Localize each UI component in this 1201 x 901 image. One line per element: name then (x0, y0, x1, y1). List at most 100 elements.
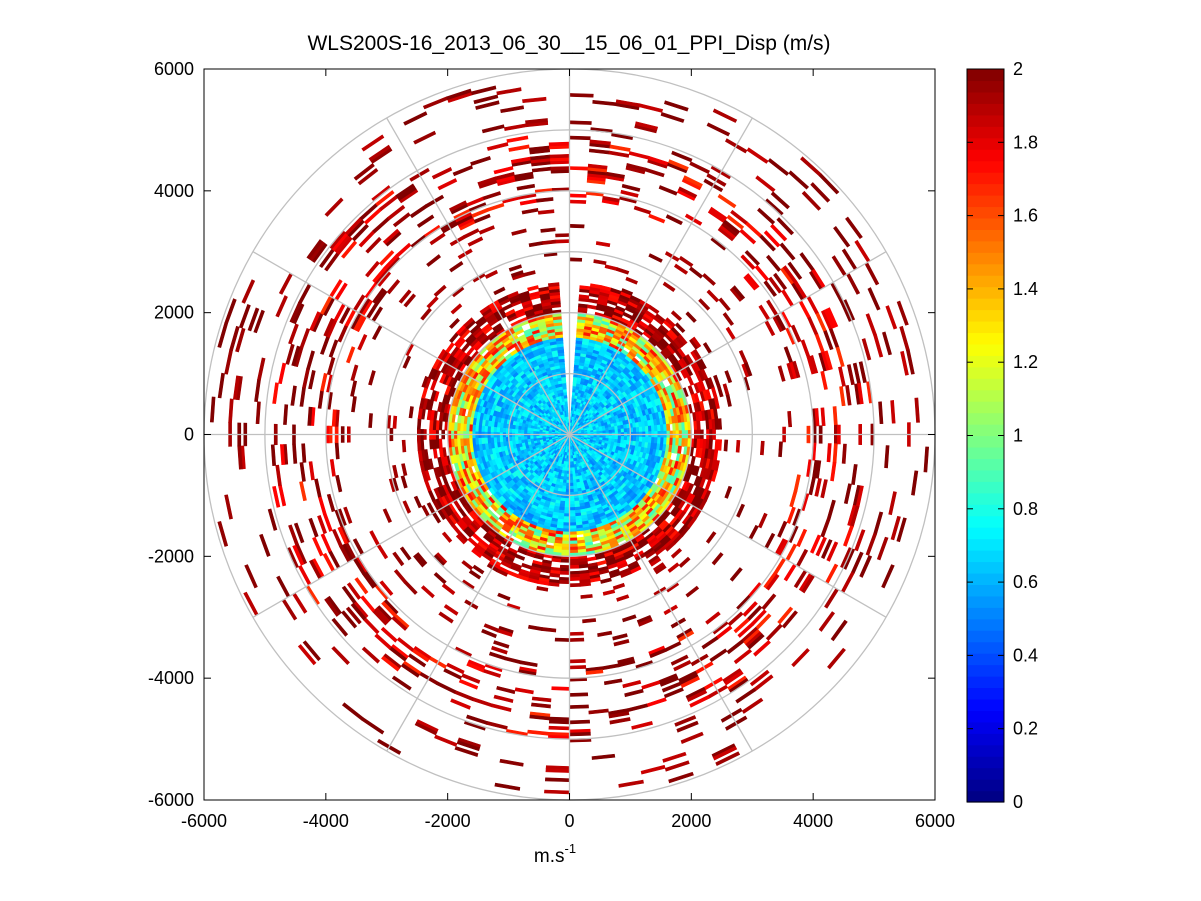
data-cell (614, 429, 619, 434)
data-cell (617, 428, 622, 434)
data-cell (562, 531, 570, 536)
data-cell (708, 439, 713, 450)
data-cell (723, 439, 729, 452)
data-cell (565, 409, 569, 414)
data-cell (717, 439, 723, 451)
data-cell (569, 497, 575, 502)
data-cell (563, 507, 570, 511)
data-cell (569, 513, 576, 518)
data-cell (416, 418, 422, 430)
data-cell (759, 440, 765, 456)
data-cell (569, 531, 577, 536)
data-cell (567, 421, 570, 426)
data-cell (511, 428, 516, 433)
data-cell (605, 430, 610, 434)
data-cell (548, 719, 570, 725)
data-cell (569, 546, 578, 551)
data-cell (569, 500, 575, 505)
data-cell (563, 516, 570, 521)
data-cell (548, 141, 570, 147)
data-cell (569, 510, 576, 515)
data-cell (511, 436, 516, 441)
data-cell (569, 507, 576, 511)
data-cell (529, 435, 534, 439)
data-cell (569, 583, 581, 588)
data-cell (569, 199, 587, 204)
data-cell (623, 428, 628, 433)
data-cell (392, 415, 398, 429)
data-cell (569, 665, 587, 670)
data-cell (569, 719, 591, 725)
data-cell (517, 428, 522, 434)
data-cell (578, 563, 589, 569)
data-cell (562, 519, 570, 524)
data-cell (569, 704, 589, 709)
data-cell (564, 497, 570, 502)
data-cell (617, 435, 622, 441)
data-cell (563, 510, 570, 515)
data-cell (569, 93, 594, 98)
data-cell (416, 439, 422, 451)
data-cell (575, 530, 584, 536)
data-cell (429, 438, 434, 450)
data-cell (569, 135, 591, 141)
data-cells (209, 85, 930, 795)
data-cell (569, 564, 580, 569)
data-cell (569, 576, 581, 582)
data-cell (569, 519, 577, 524)
data-cell (564, 400, 568, 405)
data-cell (560, 558, 570, 563)
data-cell (567, 418, 570, 423)
data-cell (563, 513, 570, 518)
data-cell (569, 658, 586, 664)
data-cell (569, 223, 585, 229)
data-cell (517, 435, 522, 441)
data-cell (566, 415, 569, 420)
region-inner-core (471, 336, 668, 533)
data-cell (569, 257, 583, 262)
data-cell (520, 435, 525, 440)
data-cell (561, 546, 570, 551)
data-cell (566, 412, 569, 417)
data-cell (401, 439, 407, 453)
data-cell (368, 413, 373, 428)
data-cell (562, 525, 570, 530)
data-cell (429, 419, 434, 431)
data-cell (569, 516, 576, 521)
data-cell (559, 570, 570, 575)
data-cell (666, 423, 671, 432)
data-cell (569, 637, 585, 642)
data-cell (569, 731, 591, 737)
data-cell (555, 239, 570, 244)
data-cell (526, 435, 531, 440)
data-cell (578, 303, 589, 309)
data-cell (569, 692, 589, 697)
data-cell (555, 233, 570, 238)
data-cell (735, 439, 741, 453)
chart-title: WLS200S-16_2013_06_30__15_06_01_PPI_Disp… (307, 32, 830, 55)
data-cell (569, 525, 577, 530)
data-cell (549, 153, 570, 159)
data-cell (564, 504, 570, 508)
data-cell (558, 579, 570, 585)
data-cell (564, 403, 568, 408)
data-cell (569, 504, 575, 508)
data-cell (602, 430, 607, 434)
plot-area: -6000 -4000 -2000 0 2000 4000 6000600040002000… (148, 59, 955, 831)
data-cell (565, 406, 569, 411)
data-cell (569, 522, 577, 527)
data-cell (544, 777, 570, 783)
data-cell (608, 429, 613, 434)
data-cell (554, 637, 570, 642)
data-cell (550, 166, 570, 171)
data-cell (548, 725, 570, 731)
data-cell (545, 768, 570, 773)
data-cell (551, 557, 562, 563)
data-cell (532, 435, 537, 439)
data-cell (623, 436, 628, 441)
data-cell (569, 166, 589, 171)
data-cell (569, 631, 584, 636)
data-cell (717, 418, 723, 430)
data-cell (696, 420, 701, 431)
